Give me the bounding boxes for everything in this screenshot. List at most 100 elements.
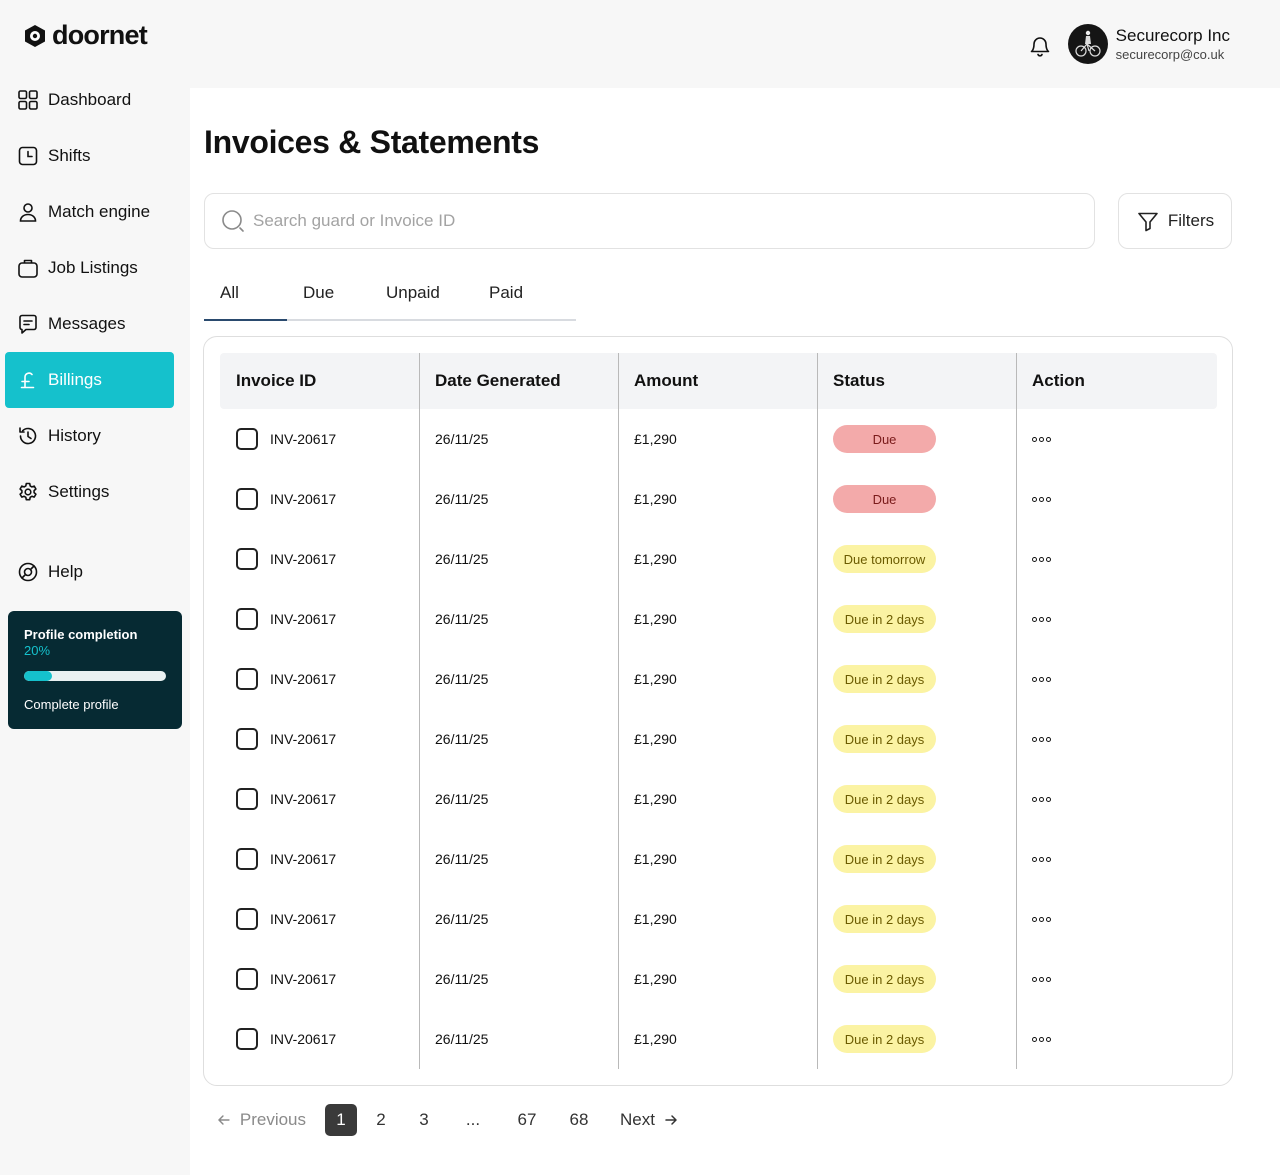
row-checkbox[interactable] <box>236 908 258 930</box>
status-cell: Due in 2 days <box>833 949 936 1009</box>
sidebar-item-billings[interactable]: Billings <box>5 352 174 408</box>
filters-label: Filters <box>1167 211 1215 230</box>
column-header-action: Action <box>1032 371 1085 390</box>
more-actions-icon[interactable] <box>1032 793 1051 806</box>
complete-profile-link[interactable]: Complete profile <box>24 697 119 712</box>
table-row: INV-20617 26/11/25 £1,290 Due in 2 days <box>220 829 1217 889</box>
action-cell <box>1032 589 1051 649</box>
brand-name: doornet <box>52 20 148 50</box>
row-checkbox[interactable] <box>236 968 258 990</box>
user-menu: Securecorp Inc securecorp@co.uk <box>1028 24 1230 64</box>
page-button-68[interactable]: 68 <box>569 1110 589 1129</box>
row-checkbox[interactable] <box>236 428 258 450</box>
status-cell: Due in 2 days <box>833 829 936 889</box>
brand-logo[interactable]: doornet <box>22 20 148 51</box>
row-checkbox[interactable] <box>236 668 258 690</box>
sidebar-item-label: Job Listings <box>48 258 138 277</box>
sidebar-item-label: Help <box>48 562 83 581</box>
user-icon <box>19 203 37 222</box>
amount-cell: £1,290 <box>634 671 677 687</box>
sidebar-item-history[interactable]: History <box>5 408 174 464</box>
invoice-id: INV-20617 <box>270 671 337 687</box>
sidebar-item-dashboard[interactable]: Dashboard <box>5 72 174 128</box>
avatar-image <box>1075 30 1101 57</box>
more-actions-icon[interactable] <box>1032 733 1051 746</box>
page-button-67[interactable]: 67 <box>517 1110 537 1129</box>
row-checkbox[interactable] <box>236 548 258 570</box>
sidebar-item-job-listings[interactable]: Job Listings <box>5 240 174 296</box>
sidebar-item-shifts[interactable]: Shifts <box>5 128 174 184</box>
search-input[interactable] <box>253 211 1053 231</box>
status-badge: Due in 2 days <box>833 845 936 873</box>
invoice-id: INV-20617 <box>270 791 337 807</box>
row-checkbox[interactable] <box>236 728 258 750</box>
invoice-id-cell: INV-20617 <box>236 709 336 769</box>
search-icon <box>222 210 244 232</box>
more-actions-icon[interactable] <box>1032 1033 1051 1046</box>
tab-unpaid[interactable]: Unpaid <box>386 283 440 302</box>
invoice-id: INV-20617 <box>270 1031 337 1047</box>
action-cell <box>1032 709 1051 769</box>
next-page-button[interactable]: Next <box>620 1104 684 1136</box>
more-actions-icon[interactable] <box>1032 433 1051 446</box>
row-checkbox[interactable] <box>236 488 258 510</box>
more-actions-icon[interactable] <box>1032 973 1051 986</box>
more-actions-icon[interactable] <box>1032 613 1051 626</box>
more-actions-icon[interactable] <box>1032 913 1051 926</box>
previous-page-button[interactable]: Previous <box>216 1104 306 1136</box>
page-button-2[interactable]: 2 <box>376 1110 386 1129</box>
sidebar-item-match-engine[interactable]: Match engine <box>5 184 174 240</box>
sidebar-item-label: Settings <box>48 482 110 501</box>
date-cell: 26/11/25 <box>435 911 489 927</box>
column-divider <box>419 353 420 1069</box>
sidebar-item-label: Shifts <box>48 146 91 165</box>
previous-label: Previous <box>239 1110 306 1129</box>
sidebar-item-help[interactable]: Help <box>5 544 174 600</box>
grid-icon <box>18 90 38 110</box>
tab-due[interactable]: Due <box>303 283 335 302</box>
more-actions-icon[interactable] <box>1032 673 1051 686</box>
status-cell: Due in 2 days <box>833 709 936 769</box>
doornet-logo-icon <box>25 24 45 47</box>
action-cell <box>1032 409 1051 469</box>
invoice-id-cell: INV-20617 <box>236 409 336 469</box>
profile-progress-fill <box>24 671 53 681</box>
avatar[interactable] <box>1067 24 1108 64</box>
message-icon <box>19 314 37 334</box>
action-cell <box>1032 769 1051 829</box>
row-checkbox[interactable] <box>236 848 258 870</box>
row-checkbox[interactable] <box>236 608 258 630</box>
more-actions-icon[interactable] <box>1032 493 1051 506</box>
tab-paid[interactable]: Paid <box>489 283 524 302</box>
invoice-id: INV-20617 <box>270 971 337 987</box>
column-header-date: Date Generated <box>435 371 561 390</box>
search-box <box>204 193 1095 249</box>
history-icon <box>19 427 37 445</box>
page-button-1[interactable]: 1 <box>325 1104 357 1136</box>
bell-icon[interactable] <box>1028 34 1052 58</box>
row-checkbox[interactable] <box>236 788 258 810</box>
amount-cell: £1,290 <box>634 731 677 747</box>
status-tabs: All Due Unpaid Paid <box>204 273 576 321</box>
sidebar-item-settings[interactable]: Settings <box>5 464 174 520</box>
date-cell: 26/11/25 <box>435 551 489 567</box>
filter-icon <box>1138 212 1158 232</box>
status-badge: Due <box>833 485 936 513</box>
more-actions-icon[interactable] <box>1032 553 1051 566</box>
page-button-3[interactable]: 3 <box>419 1110 429 1129</box>
table-row: INV-20617 26/11/25 £1,290 Due in 2 days <box>220 769 1217 829</box>
row-checkbox[interactable] <box>236 1028 258 1050</box>
page-ellipsis: ... <box>465 1110 481 1129</box>
amount-cell: £1,290 <box>634 431 677 447</box>
invoice-id-cell: INV-20617 <box>236 949 336 1009</box>
status-badge: Due in 2 days <box>833 1025 936 1053</box>
action-cell <box>1032 829 1051 889</box>
more-actions-icon[interactable] <box>1032 853 1051 866</box>
sidebar-item-messages[interactable]: Messages <box>5 296 174 352</box>
filters-button[interactable]: Filters <box>1118 193 1232 249</box>
profile-completion-percent: 20% <box>24 643 51 658</box>
table-row: INV-20617 26/11/25 £1,290 Due in 2 days <box>220 649 1217 709</box>
status-cell: Due in 2 days <box>833 589 936 649</box>
invoice-id: INV-20617 <box>270 611 337 627</box>
tab-all[interactable]: All <box>220 283 239 302</box>
